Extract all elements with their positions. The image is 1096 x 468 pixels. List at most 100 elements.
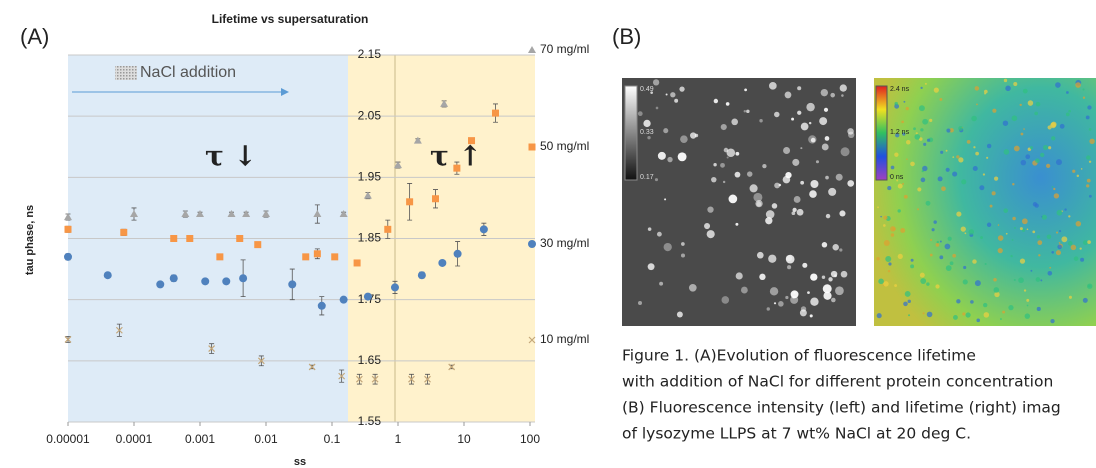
droplet [722, 180, 726, 184]
x-tick-label: 10 [457, 432, 471, 446]
speck [889, 174, 891, 177]
speck [1055, 159, 1062, 166]
droplet [785, 254, 795, 264]
droplet [734, 171, 741, 178]
droplet [647, 263, 655, 271]
droplet [725, 102, 730, 106]
speck [890, 233, 895, 237]
speck [979, 185, 985, 191]
speck [1023, 289, 1027, 292]
speck [1000, 318, 1002, 320]
speck [1068, 295, 1072, 299]
point [355, 375, 363, 383]
point [288, 280, 297, 289]
speck [1038, 254, 1041, 257]
droplet [802, 262, 808, 268]
droplet [721, 296, 730, 304]
speck [878, 278, 884, 285]
speck [903, 194, 908, 199]
speck [903, 100, 906, 103]
speck [965, 312, 971, 318]
speck [888, 262, 892, 266]
speck [1023, 128, 1025, 130]
speck [1037, 240, 1043, 246]
speck [1057, 244, 1062, 250]
droplet [835, 286, 844, 296]
droplet [771, 203, 778, 209]
speck [896, 179, 899, 182]
point [169, 274, 178, 283]
speck [1051, 136, 1056, 141]
droplet [647, 227, 652, 231]
point [239, 274, 248, 283]
speck [926, 311, 933, 318]
speck [974, 86, 980, 91]
droplet [796, 208, 804, 216]
speck [952, 156, 955, 158]
speck [1059, 123, 1065, 129]
droplet [663, 128, 669, 134]
speck [907, 299, 911, 304]
point [453, 164, 461, 172]
speck [1032, 202, 1038, 207]
speck [917, 208, 920, 211]
droplet [821, 143, 829, 151]
speck [920, 86, 923, 90]
speck [933, 220, 937, 224]
point [417, 271, 426, 280]
droplet [810, 137, 816, 143]
speck [1082, 240, 1088, 245]
droplet [809, 190, 817, 198]
droplet [819, 117, 828, 126]
speck [974, 280, 981, 287]
droplet [774, 182, 781, 189]
speck [1029, 146, 1034, 150]
droplet [797, 110, 802, 115]
speck [1064, 208, 1067, 211]
y-tick-label: 1.55 [358, 414, 382, 428]
droplet [762, 163, 767, 169]
speck [949, 261, 954, 266]
speck [1036, 235, 1041, 239]
hatch-icon [115, 66, 137, 80]
speck [1026, 304, 1029, 307]
speck [962, 279, 968, 285]
speck [933, 87, 939, 93]
droplet [667, 156, 673, 163]
droplet [791, 117, 795, 121]
point [170, 235, 178, 242]
point [384, 225, 392, 233]
droplet [768, 254, 777, 263]
intensity-image [622, 78, 856, 326]
speck [962, 312, 966, 316]
speck [1003, 149, 1010, 155]
speck [997, 248, 1003, 254]
legend-marker [528, 336, 536, 344]
point [408, 375, 415, 383]
speck [946, 128, 951, 133]
caption-line: Figure 1. (A)Evolution of fluorescence l… [622, 347, 976, 365]
point [216, 253, 224, 261]
x-tick-label: 0.0001 [116, 432, 153, 446]
scale-label: 0.17 [640, 174, 654, 181]
point [64, 336, 72, 343]
droplet [647, 135, 651, 140]
speck [1056, 209, 1063, 216]
point [227, 210, 236, 218]
legend-marker [528, 143, 536, 151]
speck [914, 134, 921, 140]
droplet [688, 283, 697, 292]
point [353, 259, 361, 267]
speck [883, 224, 886, 227]
legend-label: 10 mg/ml [540, 332, 589, 346]
speck [910, 258, 914, 262]
speck [980, 236, 983, 239]
speck [1086, 184, 1090, 188]
speck [961, 179, 967, 185]
speck [1080, 257, 1085, 262]
droplet [807, 291, 810, 295]
speck [945, 167, 950, 172]
droplet [792, 158, 800, 166]
y-tick-label: 2.15 [358, 47, 382, 61]
lifetime-image [874, 78, 1096, 326]
